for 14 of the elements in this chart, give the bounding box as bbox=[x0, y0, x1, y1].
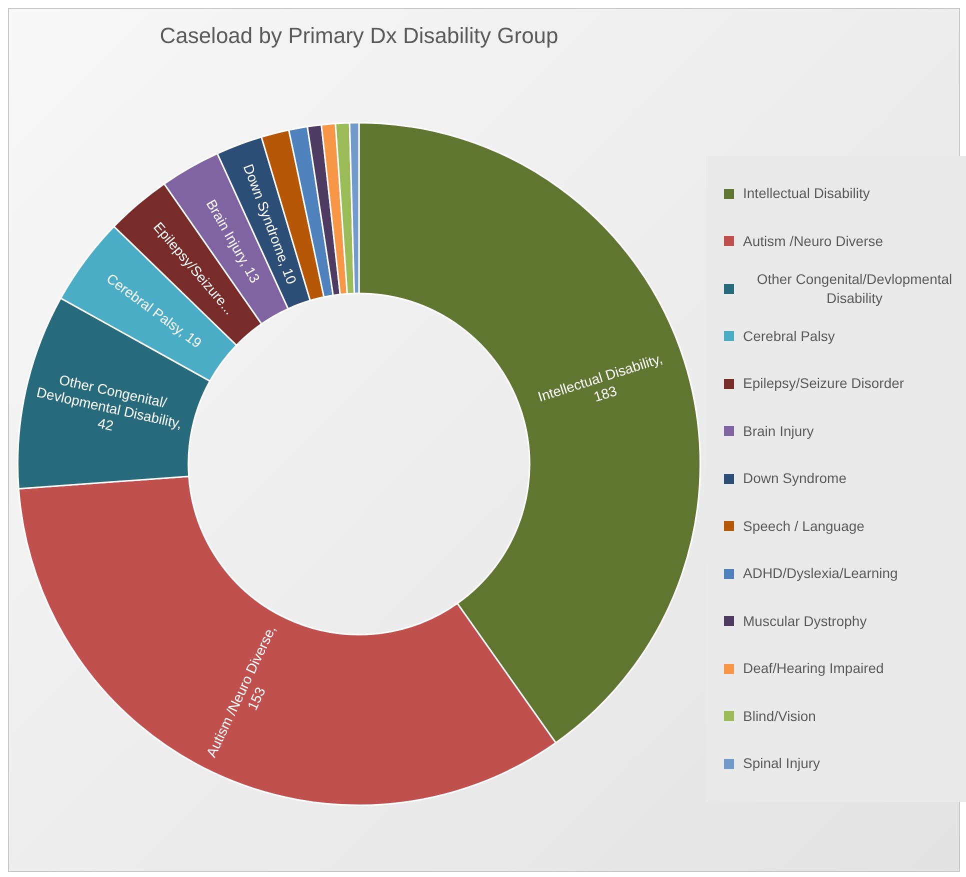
legend-label: Down Syndrome bbox=[743, 469, 846, 488]
legend-label: Deaf/Hearing Impaired bbox=[743, 659, 884, 678]
chart-title: Caseload by Primary Dx Disability Group bbox=[158, 23, 560, 49]
legend-label: ADHD/Dyslexia/Learning bbox=[743, 564, 898, 584]
legend-label: Muscular Dystrophy bbox=[743, 612, 867, 631]
legend-label: Blind/Vision bbox=[743, 706, 816, 726]
legend-label: Intellectual Disability bbox=[743, 184, 870, 204]
legend-label: Speech / Language bbox=[743, 516, 864, 536]
legend-label: Spinal Injury bbox=[743, 754, 820, 774]
legend-label: Brain Injury bbox=[743, 422, 814, 441]
legend-label: Cerebral Palsy bbox=[743, 326, 835, 346]
legend-label: Other Congenital/Devlopmental Disability bbox=[756, 270, 954, 308]
legend-label: Autism /Neuro Diverse bbox=[743, 232, 884, 251]
legend-label: Epilepsy/Seizure Disorder bbox=[743, 374, 904, 394]
